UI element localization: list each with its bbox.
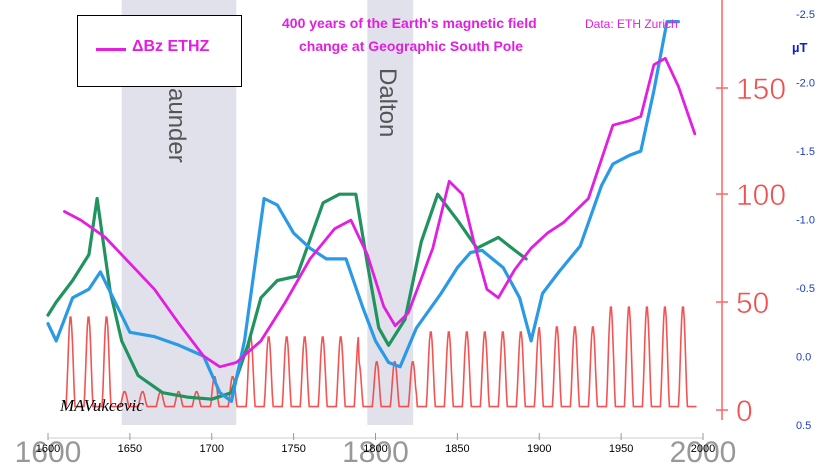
right-tick-label-0: -2.5	[796, 9, 815, 21]
right-tick-label-1: -2.0	[796, 78, 815, 90]
right-tick-label-2: -1.5	[796, 146, 815, 158]
x-tick-label-1650: 1650	[118, 443, 142, 455]
right-axis: -2.5 -2.0 -1.5 -1.0 -0.5 0.0 0.5	[796, 9, 815, 432]
band-1	[367, 0, 414, 425]
series-layer	[46, 20, 697, 403]
legend-swatch	[96, 48, 126, 51]
x-tick-label-2000: 2000	[691, 443, 715, 455]
chart-title: 400 years of the Earth's magnetic field	[282, 15, 537, 31]
x-tick-label-1600: 1600	[36, 443, 60, 455]
data-source: Data: ETH Zurich	[585, 17, 678, 31]
right-tick-label-4: -0.5	[796, 283, 815, 295]
series-line-0	[63, 56, 697, 369]
x-tick-label-1750: 1750	[281, 443, 305, 455]
author-signature: MAVukcevic	[60, 396, 144, 415]
band-label-1: Dalton	[374, 68, 401, 137]
red-tick-label-0: 0	[736, 395, 753, 428]
red-axis: 0 50 100 150	[716, 0, 786, 428]
right-tick-label-5: 0.0	[796, 352, 811, 364]
x-big-label-1600: 1600	[15, 436, 82, 467]
right-tick-label-3: -1.0	[796, 215, 815, 227]
x-big-label-2000: 2000	[670, 436, 737, 467]
series-line-2	[46, 192, 528, 401]
sunspot-wave	[65, 306, 697, 408]
x-tick-label-1800: 1800	[363, 443, 387, 455]
x-tick-label-1850: 1850	[445, 443, 469, 455]
x-tick-label-1950: 1950	[609, 443, 633, 455]
right-tick-label-6: 0.5	[796, 420, 811, 432]
sunspot-layer	[65, 306, 697, 408]
right-axis-unit: µT	[792, 40, 808, 55]
legend: ΔBz ETHZ	[77, 15, 242, 87]
red-tick-label-150: 150	[736, 73, 786, 106]
red-tick-label-50: 50	[736, 287, 769, 320]
red-tick-label-100: 100	[736, 179, 786, 212]
x-tick-label-1900: 1900	[527, 443, 551, 455]
series-line-1	[46, 20, 681, 403]
chart-subtitle: change at Geographic South Pole	[299, 38, 524, 54]
x-big-label-1800: 1800	[342, 436, 409, 467]
x-tick-label-1700: 1700	[200, 443, 224, 455]
legend-label: ΔBz ETHZ	[132, 38, 210, 55]
